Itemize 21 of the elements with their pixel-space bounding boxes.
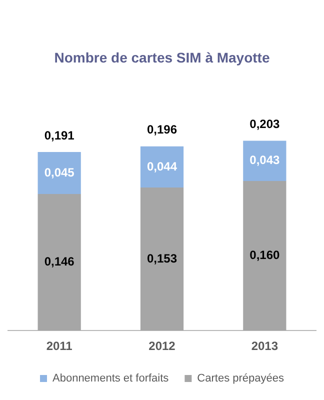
total-label: 0,203: [250, 117, 280, 132]
data-label: 0,146: [44, 254, 75, 269]
data-label: 0,044: [146, 159, 178, 174]
total-label: 0,196: [146, 122, 178, 137]
bar: [38, 194, 81, 331]
chart-title: Nombre de cartes SIM à Mayotte: [54, 49, 270, 66]
legend-label: Abonnements et forfaits: [52, 372, 170, 385]
legend-label: Cartes prépayées: [197, 372, 284, 385]
data-label: 0,043: [250, 153, 280, 168]
x-tick-label: 2011: [46, 339, 73, 354]
data-label: 0,153: [146, 251, 178, 266]
bar: [140, 146, 184, 188]
bar: [38, 152, 81, 194]
x-tick-label: 2012: [148, 339, 176, 354]
bar: [243, 180, 286, 331]
total-label: 0,191: [44, 128, 75, 142]
data-label: 0,160: [250, 248, 280, 262]
x-tick-label: 2013: [251, 339, 278, 354]
data-label: 0,045: [44, 165, 75, 180]
bar: [140, 188, 184, 331]
bar: [243, 140, 286, 181]
